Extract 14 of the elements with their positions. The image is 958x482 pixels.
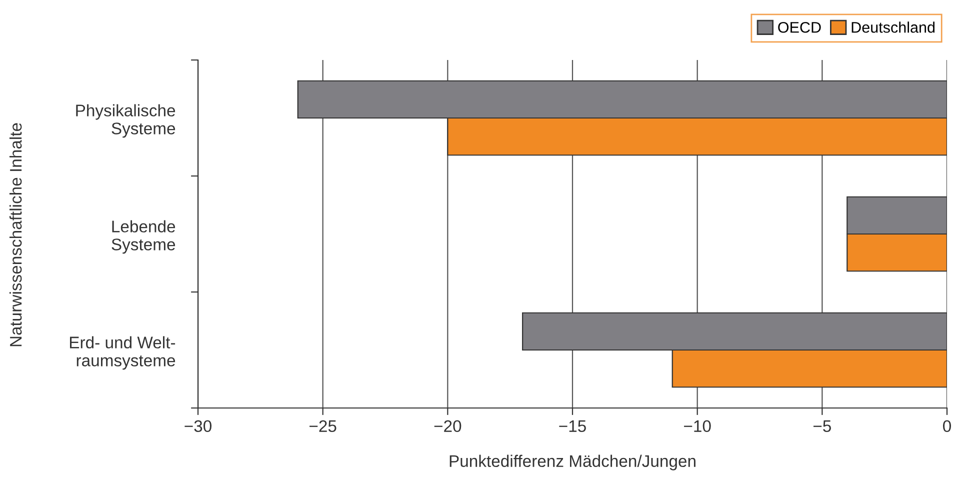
legend-label: OECD: [778, 22, 821, 33]
y-tick-label: Lebende Systeme: [112, 220, 176, 254]
x-axis-title: Punktedifferenz Mädchen/Jungen: [450, 454, 696, 470]
x-tick-label: 0: [943, 420, 951, 432]
legend-label: Deutschland: [852, 22, 935, 33]
y-tick-label: Erd- und Welt- raumsysteme: [70, 336, 176, 370]
x-tick-label: −5: [813, 420, 831, 432]
x-tick-label: −10: [684, 420, 711, 432]
x-tick-label: −20: [434, 420, 462, 432]
x-tick-label: −15: [559, 420, 586, 432]
x-tick-label: −30: [184, 420, 212, 432]
x-tick-label: −25: [310, 420, 336, 432]
y-tick-label: Physikalische Systeme: [76, 104, 176, 138]
y-axis-title: Naturwissenschaftliche Inhalte: [9, 123, 22, 346]
